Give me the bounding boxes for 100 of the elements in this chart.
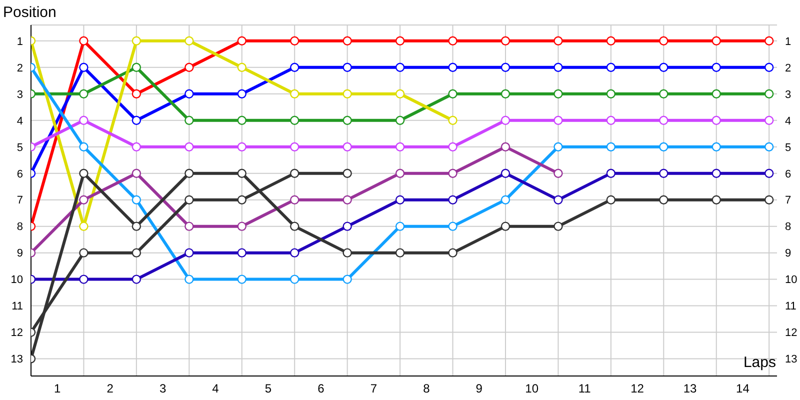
point: [448, 142, 458, 152]
point: [237, 116, 246, 125]
point: [554, 195, 563, 204]
point: [606, 36, 616, 46]
point: [712, 195, 721, 204]
point: [342, 142, 352, 152]
point: [132, 36, 142, 46]
point: [448, 62, 458, 72]
point: [606, 89, 616, 98]
point: [342, 168, 352, 178]
y-tick-label: 9: [16, 248, 23, 260]
point: [290, 248, 300, 258]
y-tick-label: 11: [12, 300, 23, 313]
point: [237, 168, 246, 178]
point: [132, 62, 142, 72]
y2-tick-label: 13: [785, 354, 798, 366]
point: [290, 116, 300, 125]
point: [606, 142, 616, 152]
y-axis-title: Position: [3, 4, 56, 21]
point: [659, 195, 668, 204]
point: [448, 116, 458, 125]
point: [712, 62, 721, 72]
point: [659, 168, 668, 178]
point: [395, 62, 405, 72]
y2-tick-label: 1: [785, 36, 792, 48]
point: [764, 62, 774, 72]
point: [554, 116, 563, 125]
point: [132, 274, 142, 284]
point: [79, 62, 88, 72]
y-tick-label: 4: [16, 115, 23, 128]
point: [290, 168, 300, 178]
point: [395, 116, 405, 125]
y-tick-label: 13: [10, 354, 23, 366]
point: [132, 142, 142, 152]
point: [79, 116, 88, 125]
point: [554, 36, 563, 46]
point: [606, 195, 616, 204]
x-tick-label: 12: [630, 382, 644, 396]
point: [79, 142, 88, 152]
point: [290, 89, 300, 98]
y2-tick-label: 4: [785, 115, 792, 128]
y-tick-label: 3: [16, 88, 23, 101]
x-tick-label: 2: [106, 382, 114, 396]
x-tick-label: 6: [318, 382, 325, 396]
point: [237, 62, 246, 72]
y-tick-label: 5: [16, 142, 23, 154]
point: [79, 89, 88, 98]
point: [290, 36, 300, 46]
x-tick-label: 13: [683, 382, 698, 396]
point: [342, 116, 352, 125]
point: [184, 222, 194, 231]
point: [448, 168, 458, 178]
point: [237, 274, 246, 284]
x-tick-label: 4: [212, 382, 220, 396]
y2-tick-label: 3: [785, 88, 792, 101]
point: [764, 142, 774, 152]
point: [237, 248, 246, 258]
point: [764, 89, 774, 98]
y2-tick-label: 5: [785, 142, 792, 154]
point: [342, 36, 352, 46]
x-tick-label: 9: [476, 382, 483, 396]
point: [554, 168, 563, 178]
point: [554, 89, 563, 98]
point: [500, 89, 510, 98]
point: [395, 222, 405, 231]
y-tick-label: 12: [10, 327, 23, 340]
y-tick-label: 10: [10, 274, 23, 286]
point: [554, 142, 563, 152]
y2-tick-label: 7: [785, 194, 792, 207]
y-tick-label: 2: [16, 62, 23, 74]
point: [659, 142, 668, 152]
point: [184, 89, 194, 98]
point: [184, 274, 194, 284]
point: [395, 89, 405, 98]
point: [500, 116, 510, 125]
point: [395, 248, 405, 258]
point: [184, 195, 194, 204]
point: [659, 62, 668, 72]
point: [237, 142, 246, 152]
point: [448, 222, 458, 231]
point: [132, 168, 142, 178]
point: [395, 142, 405, 152]
point: [342, 274, 352, 284]
point: [764, 195, 774, 204]
x-tick-label: 8: [423, 382, 430, 396]
y2-tick-label: 11: [785, 300, 796, 313]
point: [764, 116, 774, 125]
y2-tick-label: 10: [785, 274, 798, 286]
point: [448, 248, 458, 258]
y2-tick-label: 6: [785, 168, 792, 180]
point: [342, 89, 352, 98]
y2-tick-label: 2: [785, 62, 792, 74]
point: [184, 116, 194, 125]
point: [500, 168, 510, 178]
point: [79, 248, 88, 258]
point: [290, 195, 300, 204]
point: [290, 142, 300, 152]
point: [342, 248, 352, 258]
x-tick-label: 5: [264, 382, 272, 396]
point: [79, 274, 88, 284]
